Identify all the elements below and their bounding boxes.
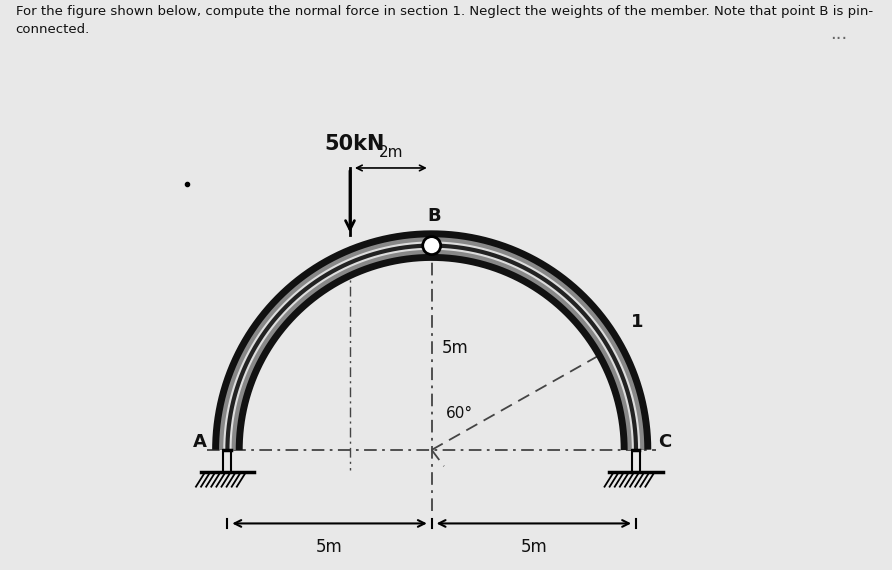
Text: For the figure shown below, compute the normal force in section 1. Neglect the w: For the figure shown below, compute the … bbox=[16, 5, 873, 36]
Text: 50kN: 50kN bbox=[324, 134, 384, 154]
Text: 2m: 2m bbox=[378, 145, 403, 160]
Text: 1: 1 bbox=[632, 314, 644, 331]
Text: 5m: 5m bbox=[316, 538, 343, 556]
Text: A: A bbox=[193, 433, 207, 451]
Text: 5m: 5m bbox=[520, 538, 547, 556]
Text: 5m: 5m bbox=[442, 339, 468, 357]
Text: B: B bbox=[427, 207, 441, 225]
Circle shape bbox=[423, 237, 441, 255]
Text: C: C bbox=[658, 433, 672, 451]
Text: 60°: 60° bbox=[446, 406, 473, 421]
Text: ...: ... bbox=[830, 25, 847, 43]
